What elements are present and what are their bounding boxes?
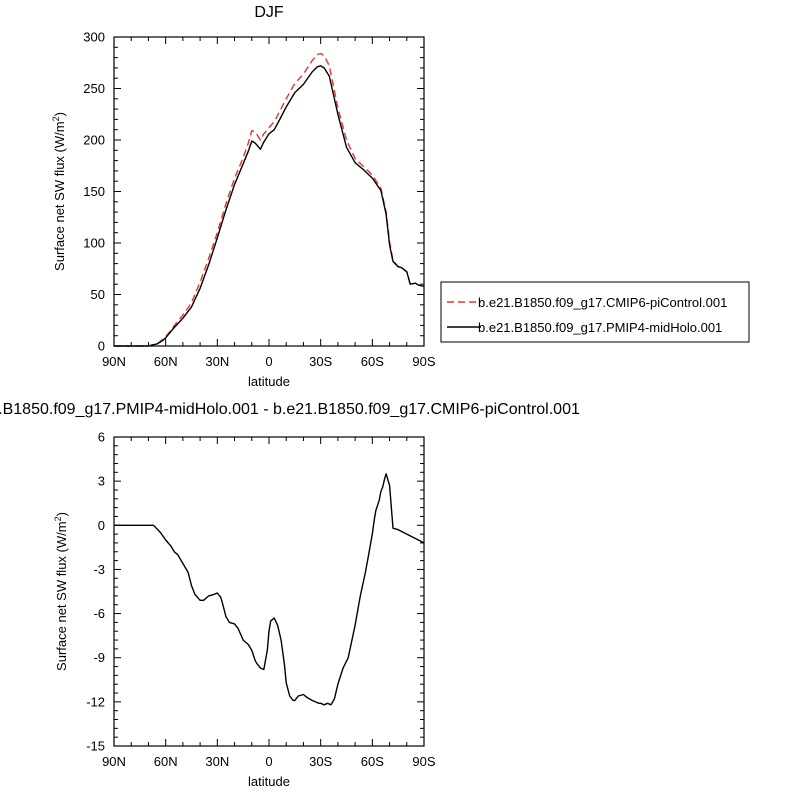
y-tick-label: 250: [83, 81, 105, 96]
legend-label: b.e21.B1850.f09_g17.PMIP4-midHolo.001: [478, 320, 722, 335]
y-tick-label: -6: [93, 606, 105, 621]
x-tick-label: 60S: [361, 754, 384, 769]
y-tick-label: -15: [86, 739, 105, 754]
legend: b.e21.B1850.f09_g17.CMIP6-piControl.001b…: [440, 281, 750, 343]
y-axis-label-main: Surface net SW flux (W/m: [52, 121, 67, 271]
x-tick-label: 60N: [154, 754, 178, 769]
y-axis-label-end: ): [54, 512, 69, 516]
x-tick-label: 90N: [102, 354, 126, 369]
y-axis-label-superscript: 2: [51, 116, 61, 121]
chart-title: DJF: [254, 4, 284, 21]
plot-frame: [113, 436, 425, 747]
legend-label: b.e21.B1850.f09_g17.CMIP6-piControl.001: [478, 295, 727, 310]
series-line-picontrol: [114, 52, 425, 347]
x-tick-label: 30S: [309, 354, 332, 369]
y-tick-label: -12: [86, 694, 105, 709]
top-plot: 90N 60N 30N 0 30S 60S 90S 0 50 100 150 200 250 300 DJF…: [51, 4, 436, 389]
x-tick-label: 30N: [205, 754, 229, 769]
y-tick-label: 0: [98, 339, 105, 354]
x-axis-label: latitude: [248, 774, 290, 789]
y-axis-label: Surface net SW flux (W/m2): [53, 512, 69, 671]
x-axis-label: latitude: [248, 374, 290, 389]
x-tick-label: 0: [265, 354, 272, 369]
bottom-plot: 90N 60N 30N 0 30S 60S 90S -15 -12 -9 -6 -3 0 3 6 b.e21.…: [0, 401, 580, 789]
y-axis-label-main: Surface net SW flux (W/m: [54, 521, 69, 671]
x-tick-label: 30N: [205, 354, 229, 369]
x-tick-label: 90S: [412, 354, 435, 369]
x-tick-label: 90S: [412, 754, 435, 769]
x-tick-label: 90N: [102, 754, 126, 769]
series-line-midholo: [114, 473, 425, 706]
x-tick-label: 0: [265, 754, 272, 769]
y-tick-label: 3: [98, 474, 105, 489]
y-tick-label: 150: [83, 184, 105, 199]
y-axis-label-superscript: 2: [53, 516, 63, 521]
y-tick-label: 100: [83, 236, 105, 251]
y-tick-label: 0: [98, 518, 105, 533]
plot-frame: [113, 36, 425, 347]
y-axis-label: Surface net SW flux (W/m2): [51, 112, 67, 271]
y-tick-label: 50: [91, 287, 105, 302]
y-tick-label: 300: [83, 30, 105, 45]
x-tick-label: 60N: [154, 354, 178, 369]
x-tick-label: 30S: [309, 754, 332, 769]
x-tick-label: 60S: [361, 354, 384, 369]
series-line-midholo: [114, 65, 425, 347]
y-tick-label: -9: [93, 650, 105, 665]
y-tick-label: 200: [83, 133, 105, 148]
y-tick-label: -3: [93, 562, 105, 577]
chart-title: b.e21.B1850.f09_g17.PMIP4-midHolo.001 - …: [0, 401, 580, 418]
y-tick-label: 6: [98, 430, 105, 445]
legend-box: [440, 281, 750, 343]
y-axis-label-end: ): [52, 112, 67, 116]
